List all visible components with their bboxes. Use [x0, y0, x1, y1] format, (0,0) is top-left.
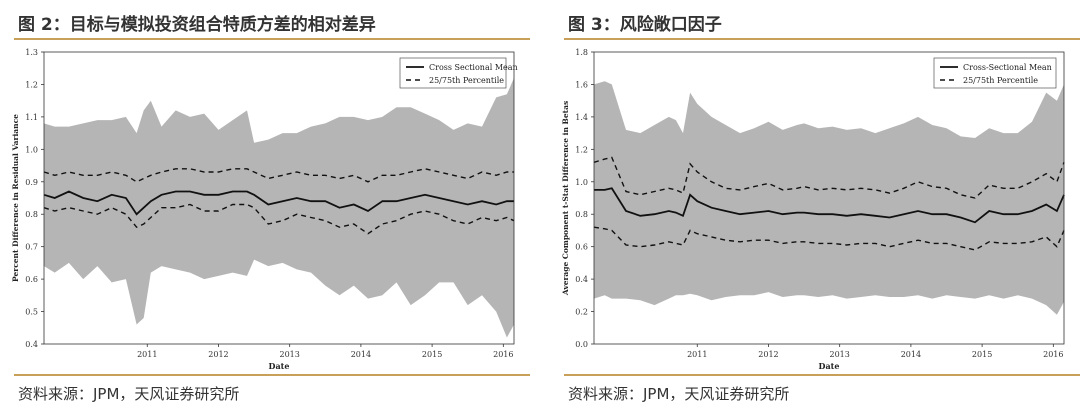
y-tick-label: 1.0 [25, 145, 38, 154]
y-tick-label: 0.5 [25, 308, 38, 317]
y-axis-label: Average Component t-Stat Difference in B… [561, 101, 570, 296]
title-rule [564, 38, 1080, 40]
percentile-25-line [43, 203, 515, 235]
source-rule [14, 374, 530, 376]
figure-title: 图 3：风险敞口因子 [568, 15, 722, 35]
x-axis-label: Date [819, 361, 840, 371]
x-tick-label: 2013 [280, 350, 300, 359]
source-note: 资料来源：JPM，天风证券研究所 [18, 385, 240, 403]
y-tick-label: 0.4 [575, 275, 588, 284]
y-tick-label: 0.7 [25, 243, 38, 252]
y-tick-label: 1.3 [25, 48, 38, 57]
mean-line [43, 190, 514, 216]
x-tick-label: 2015 [972, 350, 992, 359]
figure-3-panel: 图 3：风险敞口因子 0.0 0.2 0.4 0.6 0.8 1.0 1.2 1.4 1.6 1.… [550, 0, 1080, 414]
range-band [44, 78, 514, 338]
legend-mean-label: Cross-Sectional Mean [963, 63, 1052, 72]
source-rule [564, 374, 1080, 376]
y-tick-label: 1.1 [25, 113, 38, 122]
legend-box [933, 57, 1057, 89]
range-band [594, 81, 1064, 315]
x-tick-label: 2011 [687, 350, 707, 359]
beta-exposure-chart: 0.0 0.2 0.4 0.6 0.8 1.0 1.2 1.4 1.6 1.8 2011 2012 20… [561, 48, 1065, 371]
legend-box [399, 57, 507, 89]
title-rule [14, 38, 530, 40]
x-tick-label: 2013 [830, 350, 850, 359]
legend-percentile-label: 25/75th Percentile [963, 76, 1038, 85]
x-tick-label: 2016 [1043, 350, 1063, 359]
plot-frame [593, 51, 1065, 345]
y-tick-label: 0.2 [575, 308, 588, 317]
y-tick-label: 1.8 [575, 48, 588, 57]
figure-title: 图 2：目标与模拟投资组合特质方差的相对差异 [18, 15, 376, 35]
y-tick-label: 0.8 [25, 210, 38, 219]
legend-percentile-label: 25/75th Percentile [429, 76, 504, 85]
mean-line [594, 187, 1065, 224]
y-tick-label: 0.9 [25, 178, 38, 187]
y-tick-label: 1.2 [575, 145, 588, 154]
x-tick-label: 2015 [422, 350, 442, 359]
percentile-75-line [43, 168, 514, 183]
y-tick-label: 0.4 [25, 340, 38, 349]
y-tick-label: 0.0 [575, 340, 588, 349]
y-tick-label: 0.6 [575, 243, 588, 252]
y-tick-label: 1.4 [575, 113, 588, 122]
y-tick-label: 0.6 [25, 275, 38, 284]
residual-variance-chart: 0.4 0.5 0.6 0.7 0.8 0.9 1.0 1.1 1.2 1.3 2011 2012 20… [11, 48, 518, 371]
x-tick-label: 2014 [901, 350, 921, 359]
y-axis-label: Percent Difference in Residual Variance [11, 114, 20, 282]
y-tick-label: 0.8 [575, 210, 588, 219]
x-tick-label: 2012 [758, 350, 778, 359]
figure-2-panel: 图 2：目标与模拟投资组合特质方差的相对差异 0.4 0.5 0.6 0.7 0.8 0.… [0, 0, 530, 414]
source-note: 资料来源：JPM，天风证券研究所 [568, 385, 790, 403]
legend-mean-label: Cross Sectional Mean [429, 63, 518, 72]
y-tick-label: 1.2 [25, 80, 38, 89]
x-axis-label: Date [269, 361, 290, 371]
percentile-75-line [593, 156, 1065, 199]
percentile-25-line [593, 226, 1065, 251]
x-tick-label: 2016 [493, 350, 513, 359]
x-tick-label: 2011 [137, 350, 157, 359]
x-tick-label: 2014 [351, 350, 371, 359]
x-tick-label: 2012 [208, 350, 228, 359]
y-tick-label: 1.0 [575, 178, 588, 187]
plot-frame [43, 51, 515, 345]
y-tick-label: 1.6 [575, 80, 588, 89]
